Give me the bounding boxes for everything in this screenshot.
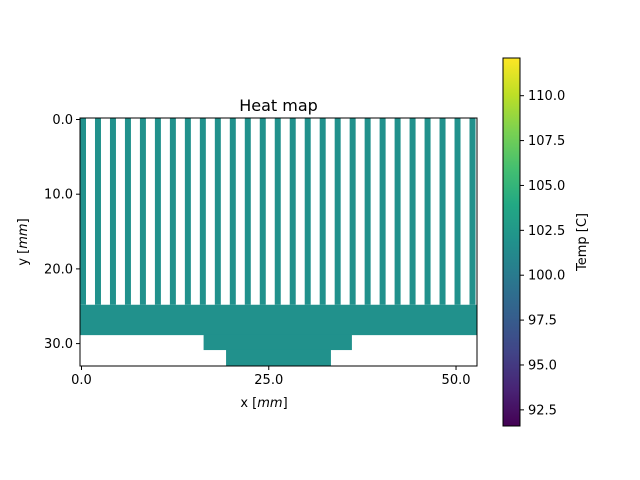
colorbar-label: Temp [C] xyxy=(575,213,590,272)
heat-fin xyxy=(154,118,161,305)
heat-region-base-plate xyxy=(80,304,477,336)
heat-fin xyxy=(184,118,191,305)
heat-fin xyxy=(124,118,131,305)
heat-fin xyxy=(80,118,86,305)
colorbar-tick-label: 107.5 xyxy=(528,134,565,149)
x-axis-label-end: ] xyxy=(283,396,288,411)
heat-fin xyxy=(94,118,101,305)
x-axis: 0.0 25.0 50.0 xyxy=(71,366,471,388)
y-axis-label-text: y [ xyxy=(16,249,31,266)
x-axis-label-text: x [ xyxy=(240,396,257,411)
heat-fin xyxy=(139,118,146,305)
y-tick-label: 30.0 xyxy=(44,337,73,352)
heat-fin xyxy=(454,118,461,305)
y-tick-label: 0.0 xyxy=(52,113,73,128)
colorbar-tick-label: 102.5 xyxy=(528,224,565,239)
heat-fin xyxy=(109,118,116,305)
heat-fin xyxy=(289,118,296,305)
heat-fin xyxy=(229,118,236,305)
heat-fin xyxy=(259,118,266,305)
colorbar-tick-label: 95.0 xyxy=(528,358,557,373)
colorbar-tick-label: 110.0 xyxy=(528,89,565,104)
y-tick-label: 20.0 xyxy=(44,262,73,277)
plot-area xyxy=(80,118,477,367)
x-axis-label: x [mm] xyxy=(240,396,287,411)
heat-fin xyxy=(244,118,251,305)
x-axis-label-unit: mm xyxy=(257,396,282,411)
heat-fin xyxy=(349,118,356,305)
chart-title: Heat map xyxy=(239,96,318,115)
heat-fin xyxy=(304,118,311,305)
y-tick-label: 10.0 xyxy=(44,188,73,203)
heat-fin xyxy=(274,118,281,305)
y-axis: 0.0 10.0 20.0 30.0 xyxy=(44,113,80,352)
colorbar-tick-label: 92.5 xyxy=(528,403,557,418)
heat-fin xyxy=(379,118,386,305)
x-tick-label: 0.0 xyxy=(71,373,92,388)
heat-fin xyxy=(214,118,221,305)
heat-fin xyxy=(409,118,416,305)
colorbar-tick-label: 97.5 xyxy=(528,314,557,329)
heat-fin xyxy=(319,118,326,305)
colorbar-tick-label: 105.0 xyxy=(528,179,565,194)
colorbar-tick-label: 100.0 xyxy=(528,269,565,284)
heat-fin xyxy=(364,118,371,305)
y-axis-label-unit: mm xyxy=(16,223,31,248)
heat-fin xyxy=(469,118,476,305)
heat-fin xyxy=(439,118,446,305)
x-tick-label: 50.0 xyxy=(442,373,471,388)
heat-region-step-lower xyxy=(226,349,331,367)
colorbar-axis: 92.5 95.0 97.5 100.0 102.5 105.0 107.5 110.0 xyxy=(520,89,565,418)
heat-region-step-upper xyxy=(203,334,352,351)
heat-fin xyxy=(394,118,401,305)
heat-fin xyxy=(199,118,206,305)
y-axis-label-end: ] xyxy=(16,218,31,223)
heat-fin xyxy=(169,118,176,305)
heat-fin xyxy=(424,118,431,305)
plot-frame xyxy=(79,117,478,367)
heat-fin xyxy=(334,118,341,305)
colorbar xyxy=(502,57,521,427)
y-axis-label: y [mm] xyxy=(16,218,31,265)
x-tick-label: 25.0 xyxy=(254,373,283,388)
